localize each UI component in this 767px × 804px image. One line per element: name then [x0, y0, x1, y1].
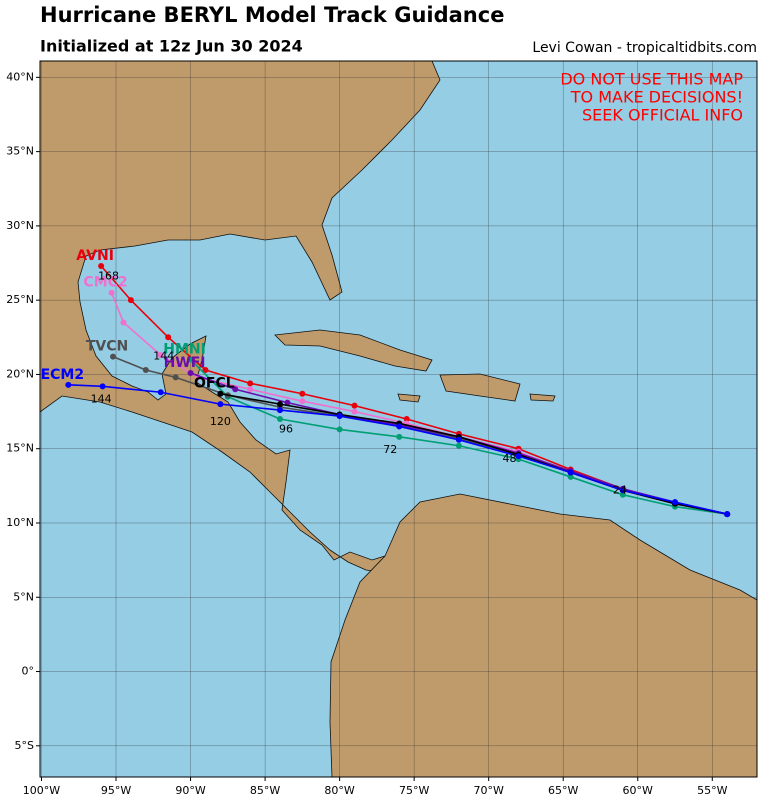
track-name: ECM2: [41, 367, 85, 383]
track-point: [247, 386, 254, 393]
x-tick-label: 65°W: [548, 784, 578, 797]
track-point: [110, 353, 117, 360]
track-point: [276, 407, 283, 414]
x-tick-label: 80°W: [324, 784, 354, 797]
y-tick-label: 5°N: [13, 590, 34, 603]
subtitle: Initialized at 12z Jun 30 2024: [40, 37, 303, 56]
x-tick-label: 60°W: [623, 784, 653, 797]
track-point: [567, 469, 574, 476]
title: Hurricane BERYL Model Track Guidance: [40, 3, 504, 27]
track-point: [247, 380, 254, 387]
x-tick-label: 100°W: [23, 784, 60, 797]
credit: Levi Cowan - tropicaltidbits.com: [532, 40, 757, 56]
track-point: [284, 399, 291, 406]
track-point: [98, 262, 105, 269]
hour-label: 144: [91, 393, 112, 406]
track-point: [187, 369, 194, 376]
track-point: [299, 390, 306, 397]
track-point: [217, 401, 224, 408]
model-tracks: AVNI CMC2 HMNI TVCN HWFI OFCL ECM2 168 144 144 120…: [41, 248, 731, 518]
track-point: [65, 381, 72, 388]
track-name: HWFI: [164, 355, 206, 371]
hour-label: 120: [210, 415, 231, 428]
y-tick-label: 35°N: [6, 145, 34, 158]
track-point: [202, 366, 209, 373]
track-point: [724, 511, 731, 518]
track-point: [351, 408, 358, 415]
track-point: [567, 473, 574, 480]
track-point: [165, 334, 172, 341]
track-name: CMC2: [83, 275, 127, 291]
track-point: [299, 398, 306, 405]
track-point: [351, 402, 358, 409]
x-tick-label: 95°W: [101, 784, 131, 797]
track-name: HMNI: [163, 342, 206, 358]
track-point: [336, 426, 343, 433]
track-point: [396, 423, 403, 430]
track-point: [672, 499, 679, 506]
track-point: [217, 390, 224, 397]
track-point: [120, 319, 127, 326]
y-tick-label: 0°: [22, 665, 35, 678]
track-point: [127, 297, 134, 304]
track-point: [336, 413, 343, 420]
hour-label: 168: [98, 269, 119, 282]
y-tick-label: 10°N: [6, 516, 34, 529]
x-tick-label: 90°W: [175, 784, 205, 797]
track-point: [232, 386, 239, 393]
hour-label: 96: [279, 422, 293, 435]
track-point: [515, 453, 522, 460]
track-point: [455, 442, 462, 449]
track-point: [187, 356, 194, 363]
track-point: [157, 352, 164, 359]
hour-label: 48: [503, 452, 517, 465]
track-point: [619, 491, 626, 498]
track-point: [99, 383, 106, 390]
track-point: [108, 289, 115, 296]
x-tick-label: 55°W: [697, 784, 727, 797]
warning-line: SEEK OFFICIAL INFO: [582, 106, 743, 125]
track-point: [276, 401, 283, 408]
warning-line: DO NOT USE THIS MAP: [560, 70, 743, 89]
track-point: [276, 416, 283, 422]
hour-label: 144: [153, 350, 174, 363]
track-point: [157, 389, 164, 396]
track-name: OFCL: [194, 376, 235, 392]
track-name: AVNI: [76, 248, 114, 264]
track-point: [172, 374, 179, 381]
land: [39, 60, 758, 778]
y-tick-label: 30°N: [6, 219, 34, 232]
y-tick-label: 5°S: [15, 739, 34, 752]
track-point: [403, 416, 410, 422]
hour-label: 72: [383, 443, 397, 456]
track-name: TVCN: [86, 339, 128, 355]
track-point: [396, 433, 403, 440]
x-tick-label: 75°W: [399, 784, 429, 797]
y-tick-label: 25°N: [6, 293, 34, 306]
x-tick-label: 70°W: [473, 784, 503, 797]
y-tick-label: 40°N: [6, 70, 34, 83]
x-tick-label: 85°W: [250, 784, 280, 797]
warning-line: TO MAKE DECISIONS!: [570, 88, 743, 107]
y-tick-label: 20°N: [6, 367, 34, 380]
y-tick-label: 15°N: [6, 442, 34, 455]
track-point: [619, 487, 626, 494]
track-point: [142, 366, 149, 373]
graticule: [40, 61, 757, 777]
hour-label: 24: [613, 483, 627, 496]
track-point: [455, 436, 462, 443]
map-frame: [39, 60, 758, 778]
